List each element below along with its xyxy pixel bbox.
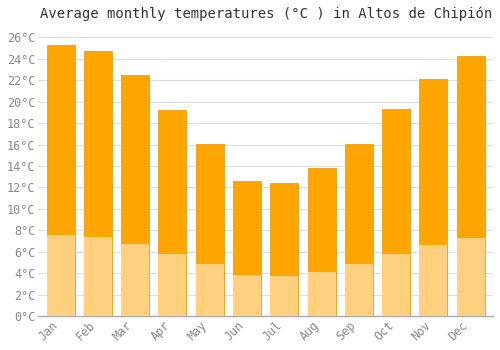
- Bar: [308, 168, 336, 316]
- Bar: [382, 254, 410, 316]
- Bar: [420, 245, 448, 316]
- Bar: [121, 75, 149, 316]
- Bar: [46, 235, 74, 316]
- Bar: [233, 275, 261, 316]
- Bar: [345, 144, 373, 316]
- Bar: [158, 110, 186, 316]
- Bar: [456, 238, 484, 316]
- Bar: [270, 183, 298, 316]
- Title: Average monthly temperatures (°C ) in Altos de Chipión: Average monthly temperatures (°C ) in Al…: [40, 7, 492, 21]
- Bar: [456, 56, 484, 316]
- Bar: [382, 109, 410, 316]
- Bar: [46, 45, 74, 316]
- Bar: [420, 79, 448, 316]
- Bar: [158, 254, 186, 316]
- Bar: [84, 237, 112, 316]
- Bar: [308, 272, 336, 316]
- Bar: [196, 264, 224, 316]
- Bar: [233, 181, 261, 316]
- Bar: [196, 144, 224, 316]
- Bar: [270, 276, 298, 316]
- Bar: [345, 264, 373, 316]
- Bar: [84, 51, 112, 316]
- Bar: [121, 244, 149, 316]
